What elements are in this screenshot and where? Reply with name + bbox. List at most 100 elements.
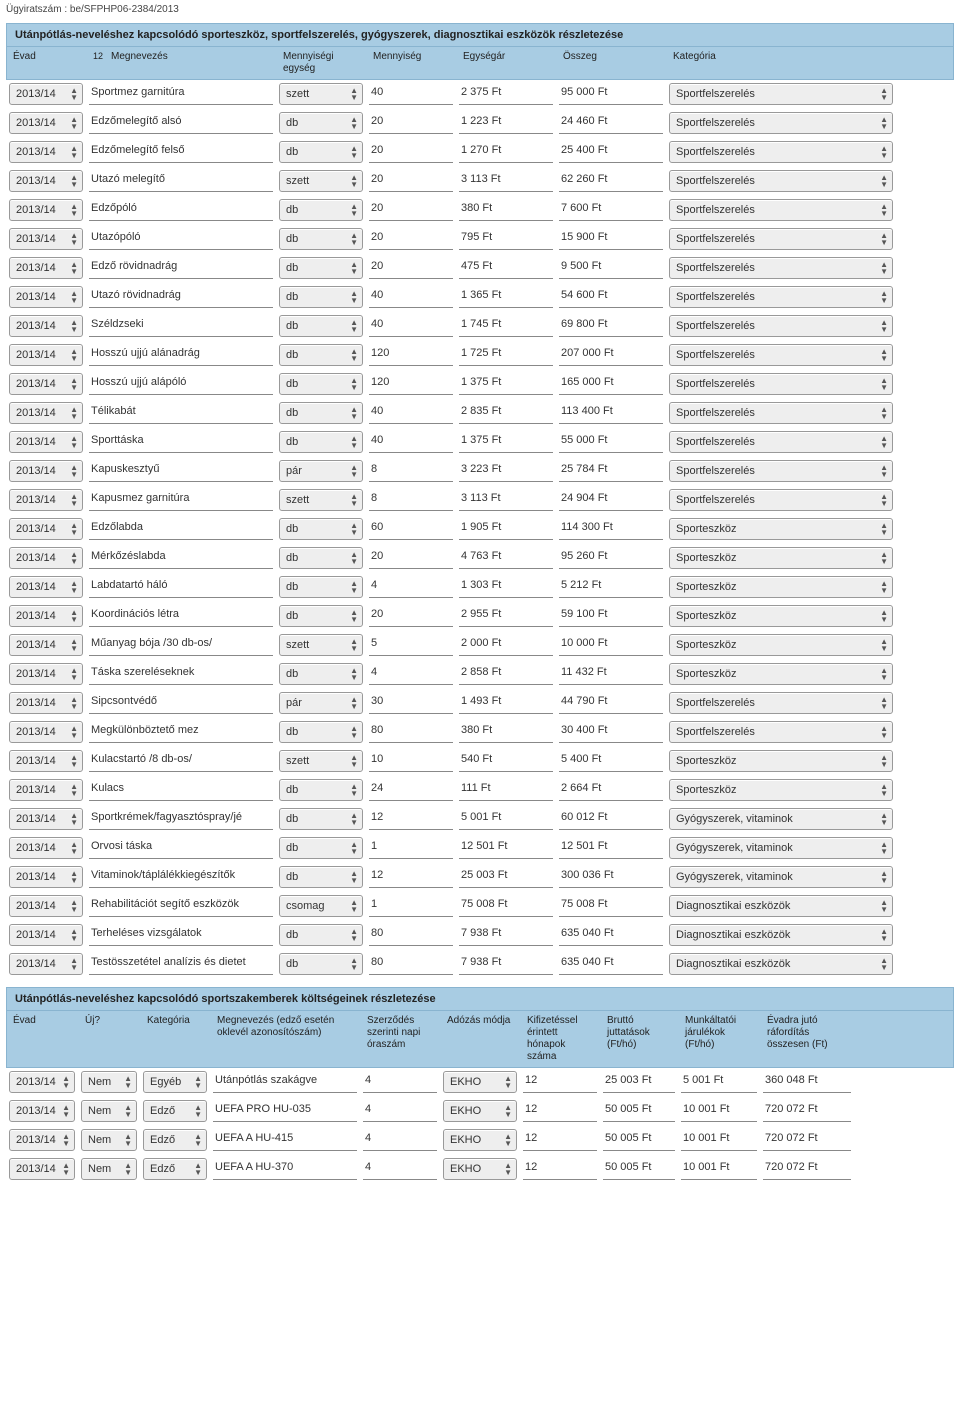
- unit-select[interactable]: db▲▼: [279, 286, 363, 308]
- year-select[interactable]: 2013/14▲▼: [9, 83, 83, 105]
- year-select[interactable]: 2013/14▲▼: [9, 692, 83, 714]
- unit-select[interactable]: db▲▼: [279, 373, 363, 395]
- year-select[interactable]: 2013/14▲▼: [9, 605, 83, 627]
- price-input[interactable]: 380 Ft: [459, 721, 553, 743]
- price-input[interactable]: 795 Ft: [459, 228, 553, 250]
- unit-select[interactable]: pár▲▼: [279, 460, 363, 482]
- qty-input[interactable]: 40: [369, 315, 453, 337]
- price-input[interactable]: 4 763 Ft: [459, 547, 553, 569]
- year-select[interactable]: 2013/14▲▼: [9, 489, 83, 511]
- price-input[interactable]: 380 Ft: [459, 199, 553, 221]
- category-select[interactable]: Sportfelszerelés▲▼: [669, 83, 893, 105]
- kat-select[interactable]: Edző▲▼: [143, 1158, 207, 1180]
- category-select[interactable]: Sportfelszerelés▲▼: [669, 286, 893, 308]
- category-select[interactable]: Diagnosztikai eszközök▲▼: [669, 953, 893, 975]
- year-select[interactable]: 2013/14▲▼: [9, 1100, 75, 1122]
- unit-select[interactable]: szett▲▼: [279, 634, 363, 656]
- qty-input[interactable]: 4: [369, 576, 453, 598]
- honap-input[interactable]: 12: [523, 1158, 597, 1180]
- category-select[interactable]: Sportfelszerelés▲▼: [669, 431, 893, 453]
- unit-select[interactable]: db▲▼: [279, 431, 363, 453]
- unit-select[interactable]: db▲▼: [279, 924, 363, 946]
- category-select[interactable]: Sporteszköz▲▼: [669, 576, 893, 598]
- year-select[interactable]: 2013/14▲▼: [9, 547, 83, 569]
- year-select[interactable]: 2013/14▲▼: [9, 460, 83, 482]
- category-select[interactable]: Sporteszköz▲▼: [669, 605, 893, 627]
- qty-input[interactable]: 20: [369, 257, 453, 279]
- year-select[interactable]: 2013/14▲▼: [9, 373, 83, 395]
- megnev-input[interactable]: UEFA A HU-415: [213, 1129, 357, 1151]
- category-select[interactable]: Sporteszköz▲▼: [669, 547, 893, 569]
- qty-input[interactable]: 40: [369, 83, 453, 105]
- price-input[interactable]: 1 270 Ft: [459, 141, 553, 163]
- category-select[interactable]: Diagnosztikai eszközök▲▼: [669, 895, 893, 917]
- unit-select[interactable]: szett▲▼: [279, 83, 363, 105]
- price-input[interactable]: 1 905 Ft: [459, 518, 553, 540]
- qty-input[interactable]: 8: [369, 460, 453, 482]
- qty-input[interactable]: 20: [369, 170, 453, 192]
- qty-input[interactable]: 8: [369, 489, 453, 511]
- unit-select[interactable]: db▲▼: [279, 518, 363, 540]
- new-select[interactable]: Nem▲▼: [81, 1071, 137, 1093]
- category-select[interactable]: Sporteszköz▲▼: [669, 750, 893, 772]
- year-select[interactable]: 2013/14▲▼: [9, 1071, 75, 1093]
- year-select[interactable]: 2013/14▲▼: [9, 866, 83, 888]
- name-input[interactable]: Sipcsontvédő: [89, 692, 273, 714]
- year-select[interactable]: 2013/14▲▼: [9, 170, 83, 192]
- unit-select[interactable]: db▲▼: [279, 953, 363, 975]
- price-input[interactable]: 3 223 Ft: [459, 460, 553, 482]
- unit-select[interactable]: db▲▼: [279, 576, 363, 598]
- price-input[interactable]: 2 858 Ft: [459, 663, 553, 685]
- price-input[interactable]: 7 938 Ft: [459, 953, 553, 975]
- price-input[interactable]: 7 938 Ft: [459, 924, 553, 946]
- category-select[interactable]: Sportfelszerelés▲▼: [669, 373, 893, 395]
- category-select[interactable]: Sporteszköz▲▼: [669, 634, 893, 656]
- unit-select[interactable]: db▲▼: [279, 199, 363, 221]
- name-input[interactable]: Edzőmelegítő alsó: [89, 112, 273, 134]
- year-select[interactable]: 2013/14▲▼: [9, 112, 83, 134]
- qty-input[interactable]: 20: [369, 199, 453, 221]
- category-select[interactable]: Sportfelszerelés▲▼: [669, 489, 893, 511]
- unit-select[interactable]: pár▲▼: [279, 692, 363, 714]
- name-input[interactable]: Utazó melegítő: [89, 170, 273, 192]
- category-select[interactable]: Sporteszköz▲▼: [669, 663, 893, 685]
- name-input[interactable]: Kulacstartó /8 db-os/: [89, 750, 273, 772]
- year-select[interactable]: 2013/14▲▼: [9, 518, 83, 540]
- unit-select[interactable]: db▲▼: [279, 547, 363, 569]
- name-input[interactable]: Sporttáska: [89, 431, 273, 453]
- name-input[interactable]: Terheléses vizsgálatok: [89, 924, 273, 946]
- name-input[interactable]: Kapuskesztyű: [89, 460, 273, 482]
- ado-select[interactable]: EKHO▲▼: [443, 1071, 517, 1093]
- qty-input[interactable]: 120: [369, 373, 453, 395]
- megnev-input[interactable]: Utánpótlás szakágve: [213, 1071, 357, 1093]
- ora-input[interactable]: 4: [363, 1100, 437, 1122]
- category-select[interactable]: Sportfelszerelés▲▼: [669, 460, 893, 482]
- honap-input[interactable]: 12: [523, 1100, 597, 1122]
- category-select[interactable]: Sporteszköz▲▼: [669, 518, 893, 540]
- price-input[interactable]: 1 223 Ft: [459, 112, 553, 134]
- year-select[interactable]: 2013/14▲▼: [9, 315, 83, 337]
- kat-select[interactable]: Edző▲▼: [143, 1100, 207, 1122]
- price-input[interactable]: 1 303 Ft: [459, 576, 553, 598]
- qty-input[interactable]: 20: [369, 228, 453, 250]
- new-select[interactable]: Nem▲▼: [81, 1129, 137, 1151]
- year-select[interactable]: 2013/14▲▼: [9, 576, 83, 598]
- category-select[interactable]: Sportfelszerelés▲▼: [669, 721, 893, 743]
- unit-select[interactable]: db▲▼: [279, 257, 363, 279]
- category-select[interactable]: Gyógyszerek, vitaminok▲▼: [669, 808, 893, 830]
- unit-select[interactable]: szett▲▼: [279, 750, 363, 772]
- year-select[interactable]: 2013/14▲▼: [9, 344, 83, 366]
- unit-select[interactable]: db▲▼: [279, 721, 363, 743]
- unit-select[interactable]: db▲▼: [279, 779, 363, 801]
- category-select[interactable]: Sportfelszerelés▲▼: [669, 315, 893, 337]
- year-select[interactable]: 2013/14▲▼: [9, 779, 83, 801]
- name-input[interactable]: Koordinációs létra: [89, 605, 273, 627]
- year-select[interactable]: 2013/14▲▼: [9, 228, 83, 250]
- qty-input[interactable]: 20: [369, 547, 453, 569]
- price-input[interactable]: 2 835 Ft: [459, 402, 553, 424]
- unit-select[interactable]: szett▲▼: [279, 170, 363, 192]
- category-select[interactable]: Sportfelszerelés▲▼: [669, 692, 893, 714]
- unit-select[interactable]: csomag▲▼: [279, 895, 363, 917]
- unit-select[interactable]: db▲▼: [279, 605, 363, 627]
- price-input[interactable]: 1 375 Ft: [459, 373, 553, 395]
